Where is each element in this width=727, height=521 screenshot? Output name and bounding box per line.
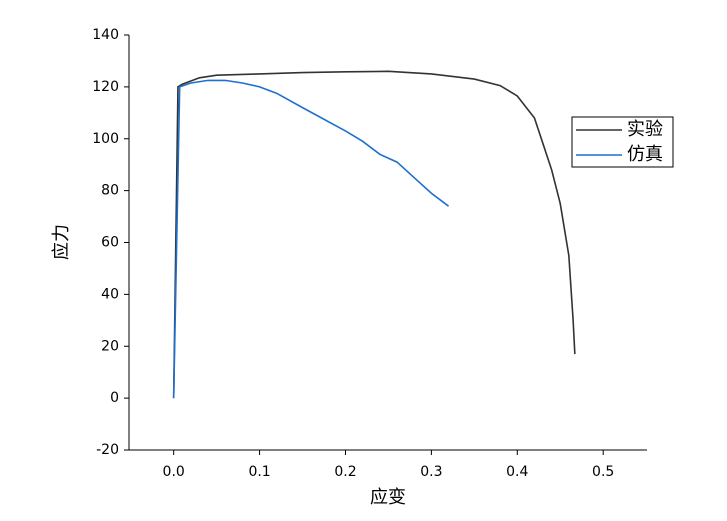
y-axis-label: 应力 <box>51 224 72 260</box>
legend-label: 实验 <box>627 119 663 140</box>
y-tick-label: 0 <box>110 390 119 406</box>
x-tick-label: 0.2 <box>334 464 356 480</box>
y-tick-label: 100 <box>92 131 119 147</box>
y-tick-label: 80 <box>101 183 119 199</box>
y-tick-label: 120 <box>92 79 119 95</box>
x-tick-label: 0.3 <box>420 464 442 480</box>
x-tick-label: 0.0 <box>163 464 185 480</box>
x-axis-label: 应变 <box>370 487 406 508</box>
y-tick-label: 140 <box>92 27 119 43</box>
series-line <box>172 70 576 399</box>
y-tick-label: 60 <box>101 235 119 251</box>
x-tick-label: 0.5 <box>592 464 614 480</box>
y-tick-label: 20 <box>101 338 119 354</box>
x-tick-label: 0.1 <box>248 464 270 480</box>
y-tick-label: 40 <box>101 286 119 302</box>
series-line <box>172 79 450 399</box>
x-tick-label: 0.4 <box>506 464 528 480</box>
legend-box <box>571 116 674 168</box>
legend-label: 仿真 <box>627 144 663 165</box>
y-tick-label: -20 <box>96 442 119 458</box>
